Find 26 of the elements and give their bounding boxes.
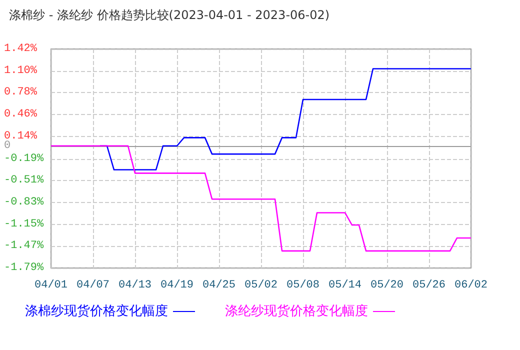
x-tick-label: 05/20 [370,280,404,292]
y-tick-label: 0.78% [4,86,38,99]
x-tick-label: 04/13 [118,280,152,292]
y-tick-label: 1.42% [4,43,38,55]
y-tick-label: -0.19% [4,152,44,165]
legend-label: 涤棉纱现货价格变化幅度 [25,303,168,319]
x-tick-label: 05/08 [286,280,320,292]
line-series [50,145,472,252]
y-tick-label: -0.51% [4,174,44,187]
x-tick-label: 04/07 [76,280,110,292]
x-tick-label: 05/26 [412,280,446,292]
y-tick-label: -0.83% [4,196,44,209]
y-tick-label: 1.10% [4,64,38,77]
x-tick-label: 04/01 [34,280,68,292]
chart-title: 涤棉纱 - 涤纶纱 价格趋势比较(2023-04-01 - 2023-06-02) [9,8,330,22]
x-tick-label: 04/25 [202,280,236,292]
y-tick-label: 0 [4,140,11,152]
y-tick-label: 0.46% [4,108,38,120]
legend-label: 涤纶纱现货价格变化幅度 [225,303,368,319]
x-tick-label: 05/02 [244,280,278,292]
y-tick-label: -1.15% [4,218,44,230]
y-tick-label: -1.79% [4,262,44,274]
x-tick-label: 05/14 [328,280,362,292]
x-tick-label: 04/19 [160,280,194,292]
x-tick-label: 06/02 [454,280,488,292]
y-tick-label: -1.47% [4,240,44,252]
